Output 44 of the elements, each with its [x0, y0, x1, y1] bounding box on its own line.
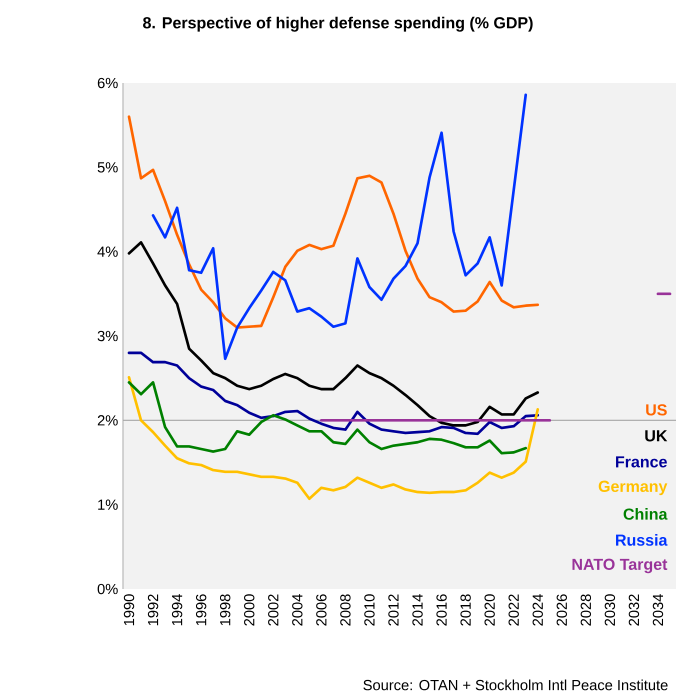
x-tick-label: 2012	[388, 594, 399, 626]
x-tick-label: 2030	[604, 594, 616, 626]
y-tick-label: 2%	[98, 415, 118, 426]
line-series	[128, 115, 540, 329]
x-tick-label: 2024	[532, 594, 543, 626]
text: NATO Target	[572, 558, 668, 574]
y-tick-label: 5%	[98, 162, 118, 172]
chart-title: 8. Perspective of higher defense spending (% GDP)	[143, 16, 533, 32]
x-tick-label: 1994	[172, 594, 182, 626]
x-tick-label: 2022	[508, 594, 519, 626]
x-tick-label: 1998	[220, 594, 230, 626]
x-tick-label: 2026	[556, 594, 567, 626]
text: US	[646, 404, 667, 416]
x-tick-label: 2008	[340, 594, 351, 626]
source-note: Source: OTAN + Stockholm Intl Peace Institute	[363, 680, 668, 690]
x-tick-label: 2020	[484, 594, 495, 626]
x-tick-label: 2032	[628, 594, 640, 626]
y-tick-label: 6%	[98, 78, 118, 88]
text: Germany	[598, 480, 668, 496]
y-tick-label: 3%	[98, 330, 118, 342]
x-tick-label: 2006	[316, 594, 327, 626]
text: China	[624, 508, 668, 520]
line-series	[128, 352, 540, 436]
text: UK	[645, 430, 668, 442]
x-tick-label: 2002	[268, 594, 278, 626]
x-tick-label: 2016	[436, 594, 447, 626]
x-tick-label: 2018	[460, 594, 471, 626]
line-series	[128, 376, 540, 500]
y-tick-label: 0%	[98, 584, 118, 594]
x-tick-label: 1992	[148, 594, 158, 626]
y-tick-label: 1%	[98, 500, 118, 510]
x-tick-label: 2000	[244, 594, 254, 626]
line-series	[128, 241, 540, 427]
text: France	[616, 456, 667, 468]
x-tick-label: 2014	[412, 594, 423, 626]
y-tick-label: 4%	[97, 246, 118, 257]
x-tick-label: 1996	[196, 594, 206, 626]
x-tick-label: 2010	[364, 594, 375, 626]
x-tick-label: 1990	[124, 594, 134, 626]
line-series	[152, 93, 528, 360]
x-tick-label: 2028	[580, 594, 592, 626]
text: Russia	[616, 534, 668, 546]
x-tick-label: 2004	[292, 594, 303, 626]
x-tick-label: 2034	[652, 594, 664, 626]
